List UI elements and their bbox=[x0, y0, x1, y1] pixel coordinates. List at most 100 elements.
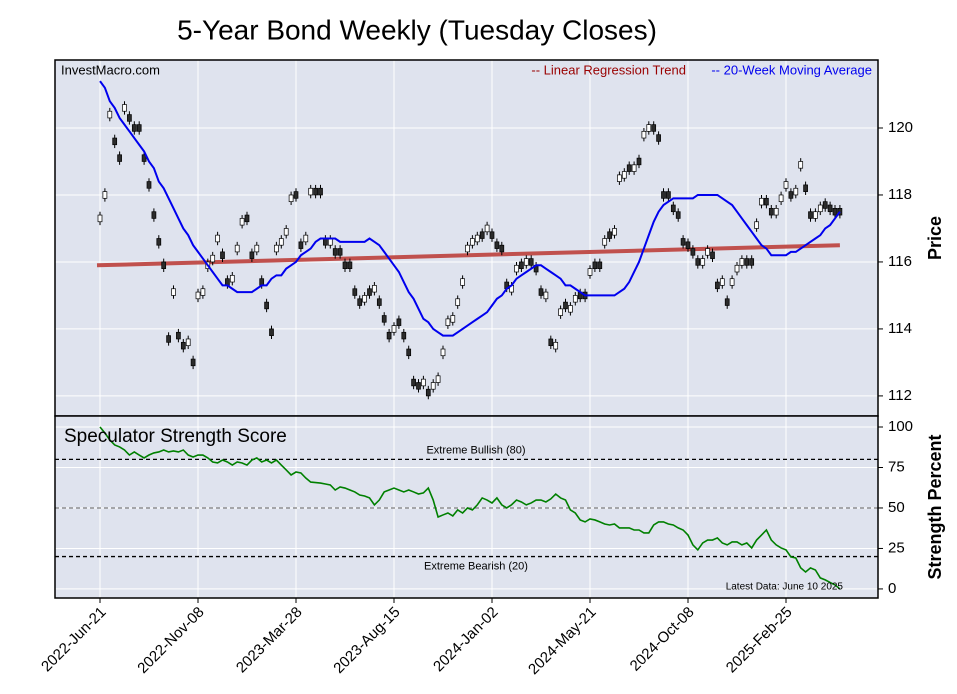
candle-body bbox=[313, 187, 318, 196]
candle-body bbox=[695, 258, 701, 266]
candle-body bbox=[778, 194, 784, 203]
candle-body bbox=[425, 388, 431, 397]
candle-body bbox=[808, 211, 813, 219]
candle-body bbox=[298, 241, 304, 249]
candle-body bbox=[229, 274, 235, 283]
candle-body bbox=[283, 228, 289, 236]
x-tick-label: 2024-Oct-08 bbox=[627, 604, 698, 675]
candle-body bbox=[131, 124, 137, 132]
candle-body bbox=[440, 348, 446, 357]
candle-body bbox=[254, 244, 260, 253]
candle-body bbox=[670, 204, 676, 213]
candle-body bbox=[803, 184, 808, 192]
y-tick-label: 50 bbox=[888, 499, 905, 516]
y-tick-label: 25 bbox=[888, 539, 905, 556]
candle-body bbox=[572, 295, 578, 303]
candle-body bbox=[293, 191, 299, 199]
candle-body bbox=[592, 261, 598, 269]
candle-body bbox=[401, 331, 407, 340]
candle-body bbox=[768, 208, 774, 216]
candle-body bbox=[626, 164, 632, 172]
candle-body bbox=[450, 315, 456, 323]
candle-body bbox=[817, 204, 823, 213]
plot-area bbox=[55, 60, 878, 416]
candle-body bbox=[391, 325, 397, 333]
candle-body bbox=[269, 328, 274, 336]
candle-body bbox=[558, 308, 563, 316]
candle-body bbox=[122, 104, 127, 112]
candle-body bbox=[656, 134, 661, 142]
candle-body bbox=[543, 291, 549, 300]
candle-body bbox=[323, 238, 328, 246]
candle-body bbox=[641, 130, 647, 139]
candle-body bbox=[249, 251, 255, 259]
candle-body bbox=[666, 191, 671, 199]
candle-body bbox=[474, 234, 480, 243]
candle-body bbox=[327, 238, 333, 246]
candle-body bbox=[602, 238, 608, 246]
candle-body bbox=[631, 164, 637, 172]
candle-body bbox=[827, 204, 833, 213]
candle-body bbox=[568, 305, 573, 313]
candle-body bbox=[822, 201, 828, 209]
panel-title: Speculator Strength Score bbox=[64, 426, 287, 447]
candle-body bbox=[190, 358, 196, 367]
candle-body bbox=[421, 378, 426, 387]
candle-body bbox=[759, 197, 764, 206]
candle-body bbox=[729, 278, 735, 286]
candle-body bbox=[264, 301, 269, 310]
candle-body bbox=[406, 348, 412, 357]
legend-entry: -- Linear Regression Trend bbox=[531, 62, 686, 77]
candle-body bbox=[435, 375, 441, 383]
candle-body bbox=[460, 278, 465, 286]
candle-body bbox=[200, 288, 206, 296]
candle-body bbox=[396, 318, 402, 326]
y-tick-label: 116 bbox=[888, 253, 912, 270]
y-tick-label: 0 bbox=[888, 580, 896, 597]
candle-body bbox=[607, 231, 612, 239]
candle-body bbox=[416, 382, 421, 390]
candle-body bbox=[651, 124, 657, 132]
candle-body bbox=[519, 261, 524, 269]
y-tick-label: 120 bbox=[888, 119, 913, 136]
source-label: InvestMacro.com bbox=[61, 62, 160, 77]
candle-body bbox=[465, 244, 470, 253]
candle-body bbox=[180, 341, 186, 350]
candle-body bbox=[347, 261, 353, 269]
x-tick-label: 2024-Jan-02 bbox=[430, 604, 502, 676]
candle-body bbox=[523, 258, 529, 266]
y-tick-label: 114 bbox=[888, 320, 912, 337]
candle-body bbox=[538, 288, 544, 296]
candle-body bbox=[548, 338, 554, 347]
x-tick-label: 2025-Feb-25 bbox=[723, 604, 796, 677]
candle-body bbox=[793, 187, 799, 196]
candle-body bbox=[734, 264, 740, 273]
candle-body bbox=[690, 248, 696, 256]
candle-body bbox=[445, 318, 451, 326]
candle-body bbox=[715, 281, 720, 290]
candle-body bbox=[117, 154, 122, 162]
candle-body bbox=[381, 315, 387, 323]
candle-body bbox=[597, 261, 603, 269]
plot-border bbox=[54, 415, 879, 599]
candle-body bbox=[788, 191, 794, 199]
y-tick-label: 100 bbox=[888, 418, 913, 435]
strength-line bbox=[99, 426, 841, 590]
candle-body bbox=[499, 244, 505, 253]
candle-body bbox=[479, 231, 485, 239]
candle-body bbox=[739, 258, 745, 266]
candle-body bbox=[744, 258, 750, 266]
chart-title: 5-Year Bond Weekly (Tuesday Closes) bbox=[177, 14, 657, 45]
candle-body bbox=[386, 331, 392, 340]
candle-body bbox=[470, 238, 475, 246]
candle-body bbox=[612, 228, 617, 236]
trend-line bbox=[96, 243, 840, 268]
candle-body bbox=[430, 382, 436, 390]
candle-body bbox=[97, 214, 103, 223]
candle-body bbox=[367, 288, 372, 296]
candle-body bbox=[127, 114, 132, 122]
candle-body bbox=[705, 248, 710, 256]
candle-body bbox=[719, 278, 725, 286]
candle-body bbox=[332, 248, 338, 256]
